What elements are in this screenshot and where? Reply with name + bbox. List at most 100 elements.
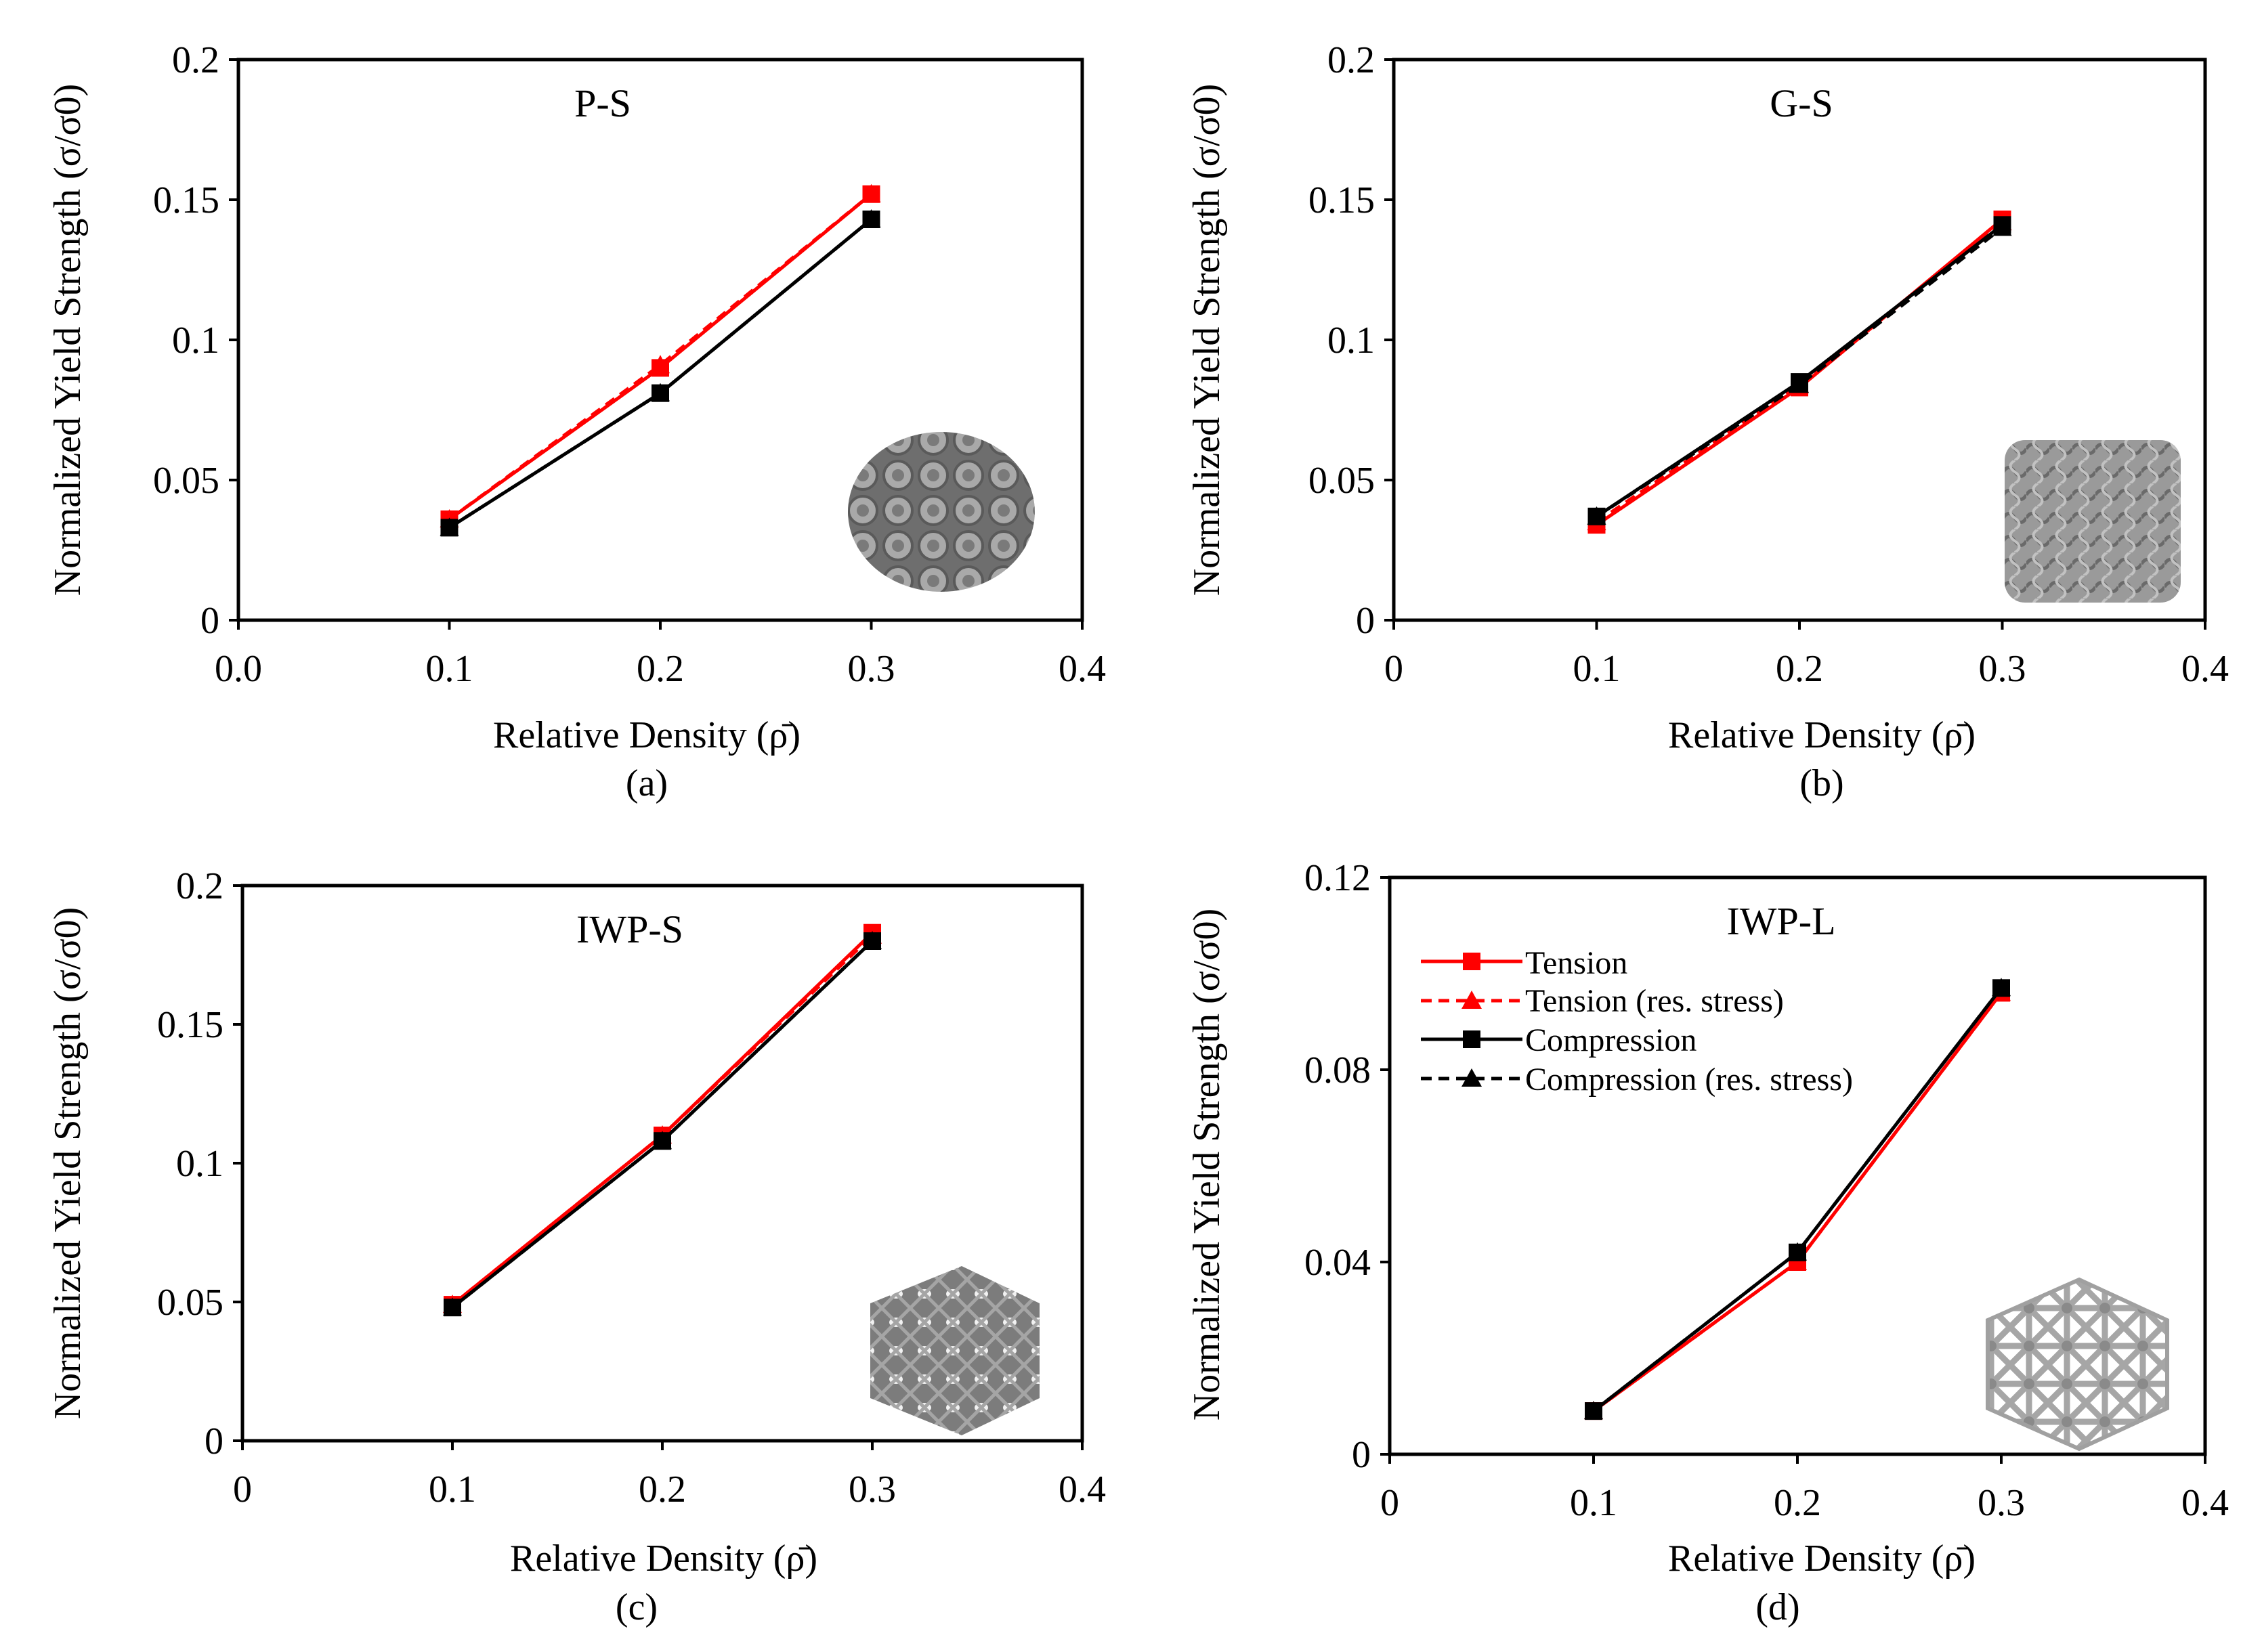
data-point (863, 931, 882, 949)
legend: Tension Tension (res. stress) Compressio… (1421, 945, 1853, 1097)
data-point (1584, 1401, 1603, 1420)
panel-label: (c) (616, 1586, 658, 1628)
y-tick-label: 0 (200, 600, 219, 642)
legend-label: Tension (res. stress) (1525, 983, 1784, 1019)
y-tick-label: 0 (1352, 1434, 1371, 1476)
y-tick-label: 0.1 (172, 320, 219, 362)
x-tick-label: 0.1 (429, 1469, 476, 1510)
x-axis-label: Relative Density (ρ̄) (510, 1538, 817, 1580)
y-axis-label: Normalized Yield Strength (σ/σ0) (1186, 909, 1228, 1421)
x-axis-label: Relative Density (ρ̄) (493, 714, 801, 756)
y-tick-label: 0.08 (1304, 1049, 1371, 1091)
x-tick-label: 0.2 (639, 1469, 686, 1510)
chart-title: IWP-L (1726, 899, 1835, 943)
y-tick-label: 0.05 (157, 1282, 223, 1324)
x-ticks: 0 0.1 0.2 0.3 0.4 (1384, 620, 2229, 690)
series-line-tension-res-stress (448, 192, 873, 521)
y-tick-label: 0.1 (176, 1143, 223, 1185)
x-tick-label: 0.0 (215, 648, 262, 690)
legend-item-tension: Tension (1421, 945, 1627, 981)
x-axis-label: Relative Density (ρ̄) (1668, 1538, 1976, 1580)
x-tick-label: 0.4 (1059, 1469, 1106, 1510)
legend-label: Tension (1525, 945, 1627, 981)
x-tick-label: 0.2 (637, 648, 684, 690)
data-point (1587, 506, 1606, 525)
series-line-tension-res-stress (451, 934, 874, 1307)
data-point (1788, 1242, 1807, 1261)
x-tick-label: 0 (1384, 648, 1403, 690)
y-tick-label: 0.2 (172, 39, 219, 81)
x-tick-label: 0.3 (848, 648, 895, 690)
panel-a: 0 0.05 0.1 0.15 0.2 0.0 0.1 0.2 0.3 0.4 P-S Norm… (47, 39, 1106, 804)
data-point (653, 1131, 672, 1150)
x-tick-label: 0.2 (1774, 1482, 1821, 1524)
x-ticks: 0.0 0.1 0.2 0.3 0.4 (215, 620, 1106, 690)
y-tick-label: 0.04 (1304, 1242, 1371, 1284)
y-tick-label: 0.2 (1327, 39, 1375, 81)
panel-label: (d) (1755, 1586, 1799, 1628)
y-tick-label: 0.2 (176, 865, 223, 907)
y-tick-label: 0.15 (153, 179, 219, 221)
legend-item-compression: Compression (1421, 1022, 1696, 1058)
x-tick-label: 0.4 (1059, 648, 1106, 690)
data-point (861, 183, 881, 202)
inset-lattice-g-s (2005, 440, 2181, 603)
data-point (861, 209, 881, 227)
x-tick-label: 0.1 (426, 648, 473, 690)
legend-swatch-marker (1463, 1030, 1480, 1048)
data-point (443, 1297, 462, 1316)
y-tick-label: 0.05 (153, 460, 219, 502)
y-tick-label: 0.1 (1327, 320, 1375, 362)
x-tick-label: 0 (233, 1469, 252, 1510)
data-point (1790, 374, 1809, 393)
inset-lattice-iwp-s (870, 1266, 1040, 1435)
chart-title: P-S (574, 81, 631, 125)
y-ticks: 0 0.05 0.1 0.15 0.2 (153, 39, 238, 642)
x-tick-label: 0.3 (1978, 1482, 2025, 1524)
y-ticks: 0 0.05 0.1 0.15 0.2 (1308, 39, 1394, 642)
y-axis-label: Normalized Yield Strength (σ/σ0) (47, 84, 89, 596)
data-point (651, 383, 670, 401)
data-point (1992, 217, 2012, 236)
data-point (1992, 978, 2011, 997)
y-tick-label: 0 (205, 1420, 223, 1462)
series-line-tension (451, 931, 874, 1307)
y-ticks: 0 0.04 0.08 0.12 (1304, 857, 1390, 1476)
legend-swatch-marker (1461, 1068, 1482, 1087)
x-tick-label: 0 (1380, 1482, 1399, 1524)
chart-title: G-S (1770, 81, 1833, 125)
legend-swatch-marker (1461, 991, 1482, 1009)
series-line-compression-res-stress (1592, 986, 2003, 1413)
x-ticks: 0 0.1 0.2 0.3 0.4 (233, 1441, 1106, 1510)
x-tick-label: 0.1 (1570, 1482, 1617, 1524)
x-tick-label: 0.3 (1979, 648, 2026, 690)
series-layer (443, 923, 882, 1317)
series-layer (1584, 978, 2011, 1420)
panel-label: (a) (626, 762, 668, 804)
x-ticks: 0 0.1 0.2 0.3 0.4 (1380, 1454, 2229, 1524)
inset-lattice-p-s (848, 432, 1035, 592)
x-tick-label: 0.4 (2181, 1482, 2229, 1524)
y-tick-label: 0.12 (1304, 857, 1371, 899)
legend-label: Compression (1525, 1022, 1696, 1058)
x-tick-label: 0.3 (849, 1469, 896, 1510)
panel-d: 0 0.04 0.08 0.12 0 0.1 0.2 0.3 0.4 IWP-L Tensio… (1186, 857, 2229, 1628)
y-tick-label: 0.05 (1308, 460, 1375, 502)
series-layer (440, 183, 881, 537)
y-axis-label: Normalized Yield Strength (σ/σ0) (1186, 84, 1228, 596)
y-tick-label: 0.15 (1308, 179, 1375, 221)
data-point (651, 355, 670, 374)
x-tick-label: 0.1 (1573, 648, 1621, 690)
x-tick-label: 0.4 (2181, 648, 2229, 690)
series-line-compression-res-stress (1596, 226, 2004, 518)
y-axis-label: Normalized Yield Strength (σ/σ0) (47, 907, 89, 1420)
data-point (440, 517, 459, 536)
y-tick-label: 0 (1356, 600, 1375, 642)
legend-item-compression-res-stress: Compression (res. stress) (1421, 1062, 1853, 1097)
inset-lattice-iwp-l (1986, 1277, 2169, 1452)
chart-title: IWP-S (576, 907, 683, 951)
panel-label: (b) (1799, 762, 1843, 804)
legend-swatch-marker (1463, 953, 1480, 970)
panel-b: 0 0.05 0.1 0.15 0.2 0 0.1 0.2 0.3 0.4 G-S Normal… (1186, 39, 2229, 804)
